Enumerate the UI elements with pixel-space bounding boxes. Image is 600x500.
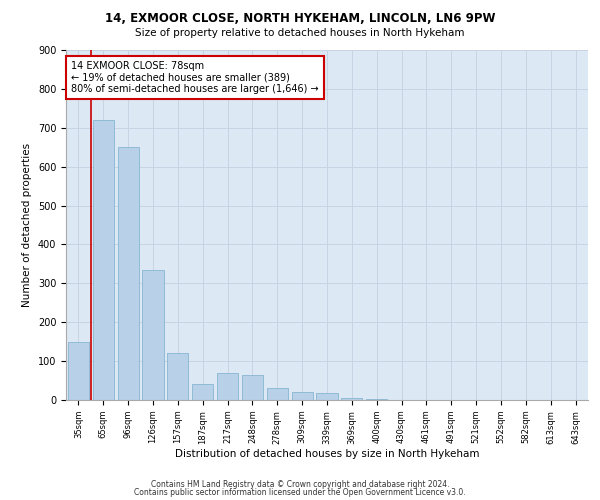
- Bar: [341, 398, 362, 400]
- X-axis label: Distribution of detached houses by size in North Hykeham: Distribution of detached houses by size …: [175, 449, 479, 459]
- Bar: [292, 392, 313, 400]
- Text: Contains public sector information licensed under the Open Government Licence v3: Contains public sector information licen…: [134, 488, 466, 497]
- Text: Contains HM Land Registry data © Crown copyright and database right 2024.: Contains HM Land Registry data © Crown c…: [151, 480, 449, 489]
- Bar: [68, 342, 89, 400]
- Text: 14, EXMOOR CLOSE, NORTH HYKEHAM, LINCOLN, LN6 9PW: 14, EXMOOR CLOSE, NORTH HYKEHAM, LINCOLN…: [105, 12, 495, 26]
- Text: Size of property relative to detached houses in North Hykeham: Size of property relative to detached ho…: [135, 28, 465, 38]
- Bar: [118, 147, 139, 400]
- Bar: [366, 399, 387, 400]
- Bar: [267, 388, 288, 400]
- Y-axis label: Number of detached properties: Number of detached properties: [22, 143, 32, 307]
- Bar: [167, 354, 188, 400]
- Bar: [93, 120, 114, 400]
- Text: 14 EXMOOR CLOSE: 78sqm
← 19% of detached houses are smaller (389)
80% of semi-de: 14 EXMOOR CLOSE: 78sqm ← 19% of detached…: [71, 60, 319, 94]
- Bar: [316, 393, 338, 400]
- Bar: [217, 373, 238, 400]
- Bar: [242, 374, 263, 400]
- Bar: [142, 270, 164, 400]
- Bar: [192, 384, 213, 400]
